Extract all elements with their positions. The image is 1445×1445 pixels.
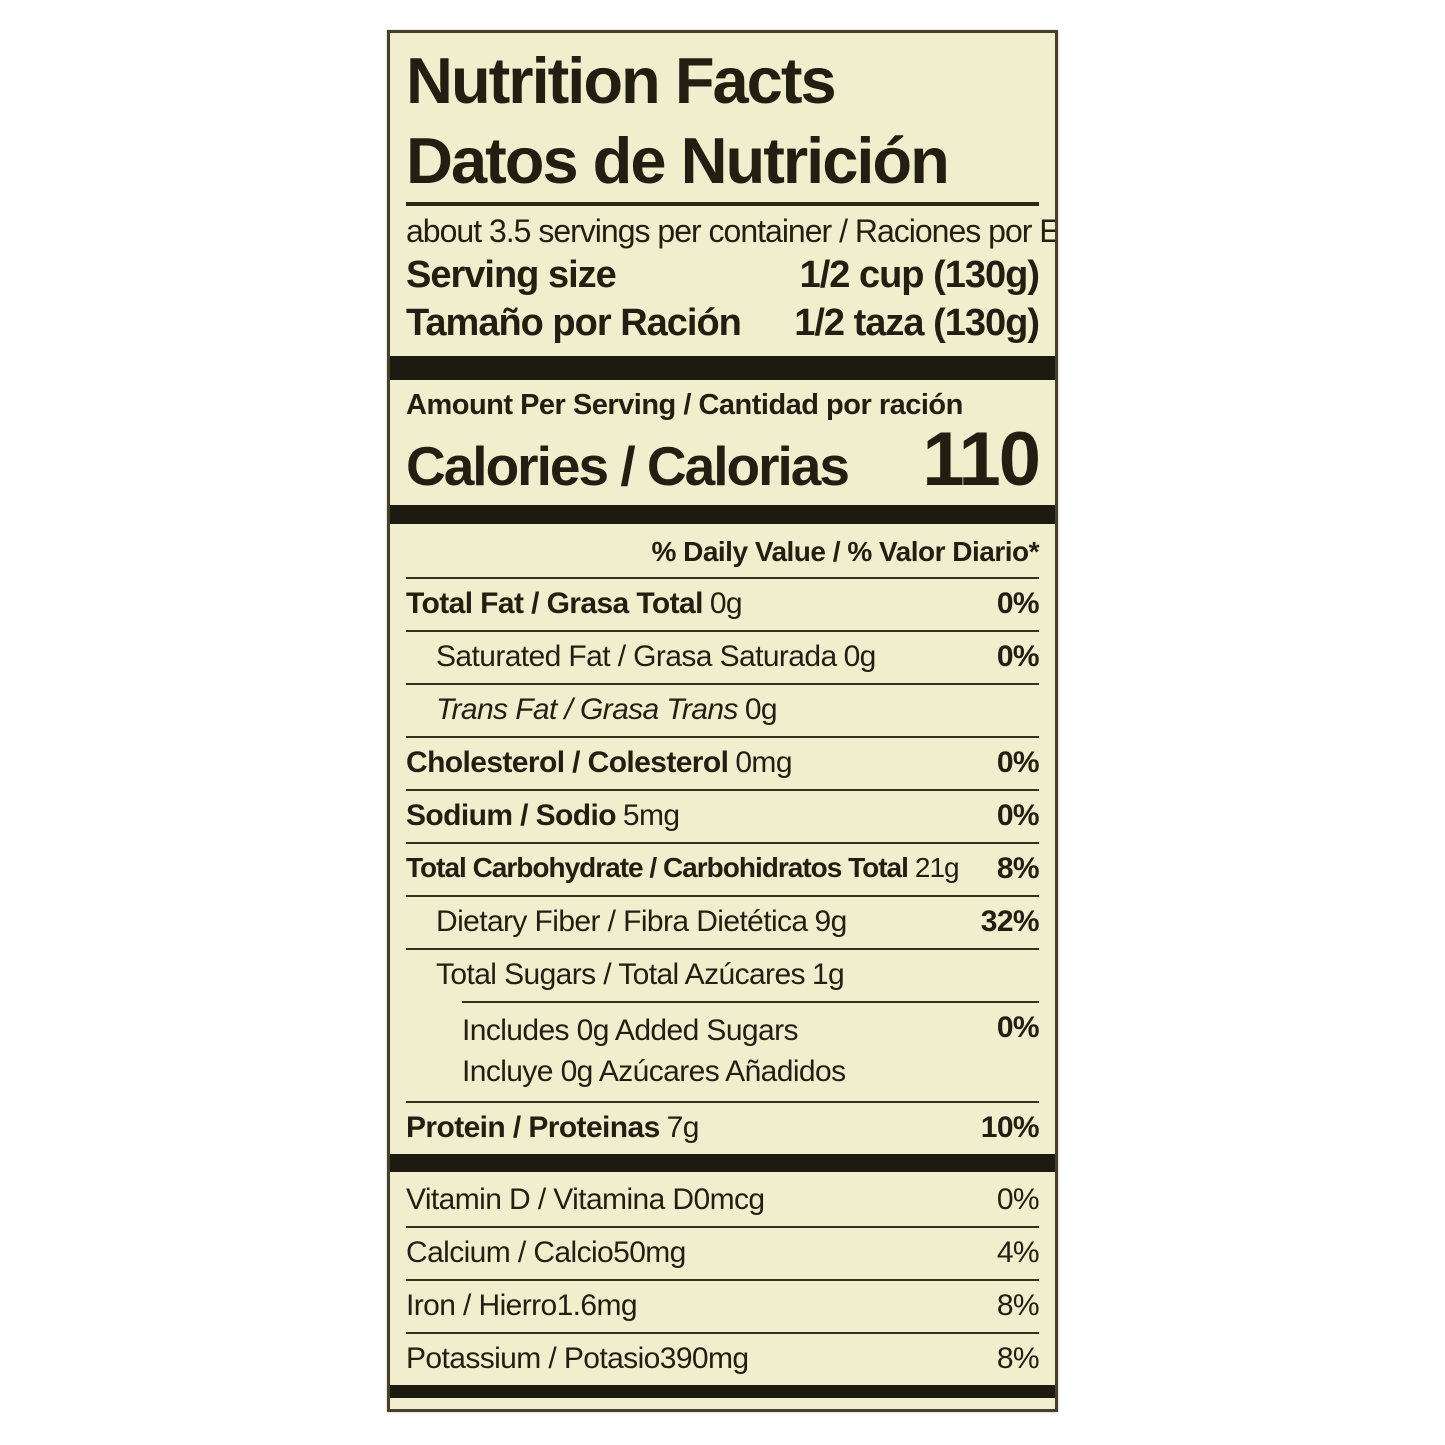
vitamin-amount: 1.6mg xyxy=(556,1289,638,1323)
nutrient-row-added-sugars: Includes 0g Added Sugars Incluye 0g Azúc… xyxy=(406,1001,1040,1101)
vitamin-name: Calcium / Calcio xyxy=(406,1236,614,1270)
nutrient-row-sodium: Sodium / Sodio 5mg 0% xyxy=(406,789,1040,842)
nutrient-amount: 7g xyxy=(666,1111,700,1145)
added-sugars-line-en: Includes 0g Added Sugars xyxy=(462,1014,798,1048)
nutrient-dv: 10% xyxy=(980,1111,1040,1145)
vitamin-amount: 390mg xyxy=(659,1342,749,1376)
nutrient-amount: 1g xyxy=(811,958,845,992)
nutrient-dv: 0% xyxy=(996,799,1040,833)
thick-separator-bar xyxy=(390,1154,1055,1173)
nutrient-amount: 0g xyxy=(709,587,743,621)
nutrient-row-total-carbohydrate: Total Carbohydrate / Carbohidratos Total… xyxy=(406,842,1040,895)
serving-size-label-en: Serving size xyxy=(406,254,617,297)
divider xyxy=(406,202,1039,207)
serving-size-label-es: Tamaño por Ración xyxy=(406,301,742,344)
serving-size-value-es: 1/2 taza (130g) xyxy=(794,301,1040,344)
footnote-english: *The % Daily Value (DV) tells you how mu… xyxy=(406,1410,1039,1412)
vitamin-dv: 8% xyxy=(996,1289,1040,1323)
calories-label: Calories / Calorias xyxy=(406,435,850,498)
nutrient-row-saturated-fat: Saturated Fat / Grasa Saturada 0g 0% xyxy=(406,630,1040,683)
nutrient-name: Cholesterol / Colesterol xyxy=(406,746,729,780)
nutrient-amount: 9g xyxy=(814,905,848,939)
daily-value-header: % Daily Value / % Valor Diario* xyxy=(651,536,1039,568)
nutrient-row-total-fat: Total Fat / Grasa Total 0g 0% xyxy=(406,577,1040,630)
nutrient-amount: 21g xyxy=(914,852,960,884)
nutrient-amount: 5mg xyxy=(622,799,680,833)
title-spanish: Datos de Nutrición xyxy=(406,123,950,197)
nutrient-row-total-sugars: Total Sugars / Total Azúcares 1g xyxy=(406,948,1039,1001)
nutrient-dv: 0% xyxy=(996,587,1040,621)
vitamin-amount: 0mcg xyxy=(693,1183,765,1217)
calories-row: Calories / Calorias 110 xyxy=(406,417,1041,503)
nutrient-dv: 0% xyxy=(996,1011,1040,1045)
nutrient-name: Total Carbohydrate / Carbohidratos Total xyxy=(406,852,909,884)
thick-separator-bar xyxy=(390,505,1055,525)
nutrient-dv: 32% xyxy=(980,905,1040,939)
nutrient-row-cholesterol: Cholesterol / Colesterol 0mg 0% xyxy=(406,736,1040,789)
vitamin-dv: 4% xyxy=(996,1236,1040,1270)
nutrient-name: Protein / Proteinas xyxy=(406,1111,660,1145)
nutrient-name: Total Fat / Grasa Total xyxy=(406,587,703,621)
vitamin-row-potassium: Potassium / Potasio390mg 8% xyxy=(406,1332,1040,1385)
vitamin-dv: 0% xyxy=(996,1183,1040,1217)
vitamin-dv: 8% xyxy=(996,1342,1040,1376)
vitamin-row-iron: Iron / Hierro1.6mg 8% xyxy=(406,1279,1040,1332)
vitamin-name: Iron / Hierro xyxy=(406,1289,557,1323)
amount-per-serving: Amount Per Serving / Cantidad por ración xyxy=(406,389,963,422)
serving-size-row-spanish: Tamaño por Ración 1/2 taza (130g) xyxy=(406,300,1040,348)
vitamin-name: Vitamin D / Vitamina D xyxy=(406,1183,694,1217)
nutrient-row-dietary-fiber: Dietary Fiber / Fibra Dietética 9g 32% xyxy=(406,895,1040,948)
nutrient-name: Dietary Fiber / Fibra Dietética xyxy=(436,905,808,939)
nutrient-amount: 0g xyxy=(744,693,778,727)
nutrient-dv: 8% xyxy=(996,852,1040,886)
vitamin-name: Potassium / Potasio xyxy=(406,1342,660,1376)
nutrient-dv: 0% xyxy=(996,746,1040,780)
calories-value: 110 xyxy=(922,417,1041,503)
nutrition-facts-label: Nutrition Facts Datos de Nutrición about… xyxy=(387,30,1058,1412)
nutrient-name: Trans Fat / Grasa Trans xyxy=(436,693,738,727)
nutrient-dv: 0% xyxy=(996,640,1040,674)
nutrient-row-protein: Protein / Proteinas 7g 10% xyxy=(406,1101,1040,1154)
added-sugars-line-es: Incluye 0g Azúcares Añadidos xyxy=(462,1054,846,1088)
thick-separator-bar xyxy=(390,1385,1055,1399)
serving-size-row-english: Serving size 1/2 cup (130g) xyxy=(406,252,1040,300)
nutrient-amount: 0g xyxy=(843,640,877,674)
nutrient-name: Sodium / Sodio xyxy=(406,799,617,833)
vitamin-row-vitamin-d: Vitamin D / Vitamina D0mcg 0% xyxy=(406,1172,1040,1226)
vitamin-row-calcium: Calcium / Calcio50mg 4% xyxy=(406,1226,1040,1279)
nutrient-name: Total Sugars / Total Azúcares xyxy=(436,958,806,992)
thick-separator-bar xyxy=(390,356,1055,381)
nutrient-amount: 0mg xyxy=(735,746,792,780)
nutrient-row-trans-fat: Trans Fat / Grasa Trans 0g xyxy=(406,683,1039,736)
servings-per-container: about 3.5 servings per container / Racio… xyxy=(406,213,1058,250)
serving-size-value-en: 1/2 cup (130g) xyxy=(799,254,1040,297)
nutrient-name: Saturated Fat / Grasa Saturada xyxy=(436,640,837,674)
title-english: Nutrition Facts xyxy=(406,44,837,117)
footnotes: *The % Daily Value (DV) tells you how mu… xyxy=(406,1398,1039,1412)
vitamin-amount: 50mg xyxy=(613,1236,686,1270)
